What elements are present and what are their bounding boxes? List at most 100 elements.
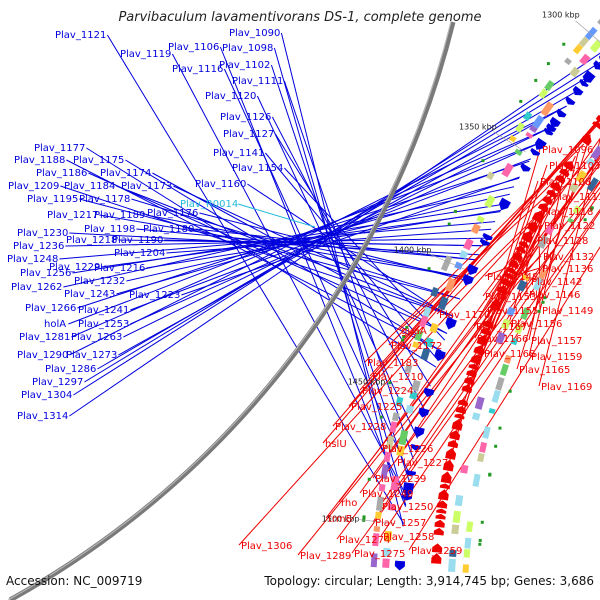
leader-line <box>125 159 442 352</box>
gene-label: Plav_1225 <box>351 402 402 413</box>
gene-arrow <box>438 489 449 501</box>
backbone-arc <box>8 21 456 600</box>
gene-label: Plav_1126 <box>220 112 271 123</box>
gene-arrow <box>467 263 479 276</box>
gene-label: Plav_1226 <box>382 444 433 455</box>
cog-block <box>569 66 581 78</box>
marker <box>494 444 498 448</box>
gene-arrow <box>394 560 406 571</box>
leader-line <box>77 160 530 309</box>
marker <box>546 62 550 66</box>
marker <box>453 209 457 213</box>
cog-block <box>540 101 555 117</box>
marker <box>537 309 541 313</box>
kbp-tick-label: 1350 kbp <box>459 122 497 131</box>
gene-label: Plav_R0014 <box>180 199 238 210</box>
cog-block <box>463 238 474 251</box>
gene-label: Plav_1142 <box>531 277 582 288</box>
gene-label: Plav_1176 <box>147 208 198 219</box>
marker <box>583 218 587 222</box>
cog-block <box>463 549 471 558</box>
cog-block <box>538 268 548 280</box>
gene-arrow <box>410 443 422 451</box>
gene-arrow <box>455 406 467 415</box>
cog-block <box>372 533 380 547</box>
gene-arrow <box>565 96 576 106</box>
cog-block <box>477 452 485 463</box>
gene-arrow <box>447 439 459 449</box>
gene-arrow <box>554 175 566 185</box>
marker <box>402 335 406 339</box>
gene-label: rho <box>341 498 357 509</box>
gene-arrow <box>479 238 491 246</box>
gene-arrow <box>423 387 435 397</box>
gene-features <box>362 18 600 573</box>
gene-label: Plav_1188 <box>14 155 65 166</box>
cog-block <box>382 547 391 558</box>
leader-line <box>351 208 600 554</box>
cog-block <box>515 122 525 133</box>
leader-line <box>273 47 407 506</box>
gene-label: Plav_1128 <box>537 236 588 247</box>
gene-label: Plav_1167 <box>476 322 527 333</box>
cog-block <box>584 26 598 41</box>
gene-label: Plav_1195 <box>27 194 78 205</box>
gene-label: Plav_1160 <box>195 179 246 190</box>
gene-label: Plav_1256 <box>20 268 71 279</box>
gene-label: holA <box>44 319 66 330</box>
gene-label: Plav_1175 <box>73 155 124 166</box>
cog-block <box>572 43 584 55</box>
cog-block <box>516 279 528 292</box>
gene-label: Plav_1180 <box>143 224 194 235</box>
cog-block <box>384 530 393 542</box>
gene-label: Plav_1236 <box>13 241 64 252</box>
gene-label: Plav_1120 <box>205 91 256 102</box>
gene-label: Plav_1230 <box>17 228 68 239</box>
leader-line <box>181 176 520 296</box>
gene-label: Plav_1146 <box>529 290 580 301</box>
gene-label: Plav_1153 <box>485 292 536 303</box>
cog-block <box>482 426 491 439</box>
gene-arrow <box>592 121 600 130</box>
gene-label: Plav_1258 <box>383 532 434 543</box>
leader-line <box>322 119 600 444</box>
cog-block <box>420 347 431 361</box>
cog-block <box>405 404 415 415</box>
gene-label: Plav_1223 <box>129 290 180 301</box>
cog-block <box>440 255 453 272</box>
gene-arrow <box>445 447 457 460</box>
map-title: Parvibaculum lavamentivorans DS-1, compl… <box>118 10 482 25</box>
gene-label: Plav_1243 <box>64 289 115 300</box>
gene-arrow <box>515 246 527 254</box>
cog-block <box>522 111 533 122</box>
leader-line <box>380 210 600 537</box>
marker <box>519 99 523 103</box>
gene-label: Plav_1122 <box>544 221 595 232</box>
leader-line <box>336 186 600 540</box>
gene-label: Plav_1165 <box>519 365 570 376</box>
marker <box>401 338 405 342</box>
cog-block <box>503 354 512 364</box>
gene-arrow <box>463 376 475 386</box>
leader-line <box>237 203 316 228</box>
gene-label: Plav_1273 <box>66 350 117 361</box>
gene-label: hslU <box>325 439 347 450</box>
leader-line <box>65 237 487 247</box>
leader-line <box>116 185 454 317</box>
gene-label: Plav_1306 <box>241 541 292 552</box>
leader-line <box>164 239 484 247</box>
marker <box>427 267 431 271</box>
cog-block <box>578 36 590 48</box>
gene-label: Plav_1227 <box>397 458 448 469</box>
genome-summary-text: Topology: circular; Length: 3,914,745 bp… <box>264 574 594 588</box>
gene-label: Plav_1168 <box>484 349 535 360</box>
cog-block <box>391 412 400 422</box>
gene-arrow <box>583 70 596 83</box>
cog-block <box>449 549 457 558</box>
gene-label: Plav_1304 <box>21 390 72 401</box>
gene-arrow <box>468 363 479 371</box>
cog-block <box>476 215 485 224</box>
gene-arrow <box>433 527 444 536</box>
gene-label: Plav_1169 <box>541 382 592 393</box>
